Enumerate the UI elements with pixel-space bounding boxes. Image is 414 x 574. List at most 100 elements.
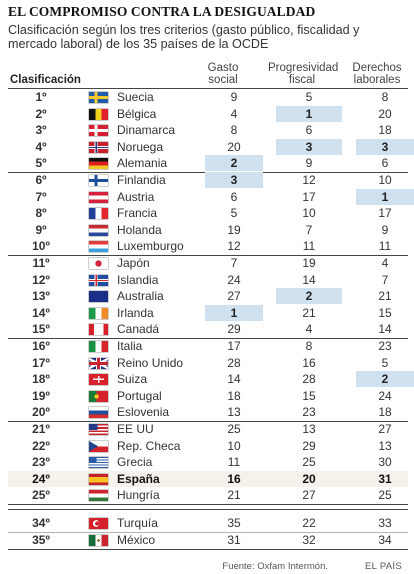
cell-laborales: 21 [378,289,392,304]
cell-laborales: 7 [381,272,389,287]
table-row: 6º Finlandia 3 12 10 [8,172,408,189]
country-name: Hungría [117,488,160,503]
table-row: 18º Suiza 14 28 2 [8,371,414,388]
cell-laborales: 24 [378,388,392,403]
italy-flag-icon [89,341,108,352]
cell-laborales: 2 [356,371,414,388]
table-row: 2º Bélgica 4 1 20 [8,105,408,123]
country-name: Francia [117,206,158,221]
rank-label: 16º [32,339,50,353]
country-name: Eslovenia [117,405,170,420]
rank-label: 4º [35,139,47,154]
column-header-laborales: Derechos laborales [352,62,402,86]
table-row: 19º Portugal 18 15 24 [8,388,408,405]
cell-fiscal: 32 [302,532,316,547]
cell-fiscal: 12 [302,173,316,187]
rank-label: 24º [32,471,50,486]
cell-laborales: 1 [356,188,414,205]
slovenia-flag-icon [89,407,108,419]
cell-fiscal: 23 [302,405,316,420]
rank-label: 2º [35,106,47,121]
country-name: Reino Unido [117,355,184,370]
country-name: Dinamarca [117,123,176,138]
table-bottom-rule [8,549,408,551]
denmark-flag-icon [89,125,108,137]
table-row: 15º Canadá 29 4 14 [8,321,408,338]
rank-label: 13º [32,289,50,304]
ireland-flag-icon [89,307,108,319]
cell-laborales: 11 [378,239,392,254]
rank-label: 10º [32,239,50,254]
cell-fiscal: 21 [302,305,316,320]
iceland-flag-icon [89,274,108,286]
rank-label: 17º [32,355,50,370]
table-row: 17º Reino Unido 28 16 5 [8,355,408,372]
cell-fiscal: 15 [302,388,316,403]
rank-label: 12º [32,272,50,287]
cell-fiscal: 11 [302,239,316,254]
cell-gasto: 7 [230,256,238,270]
row-separator [8,338,408,339]
cell-gasto: 5 [230,206,238,221]
cell-laborales: 23 [378,339,392,353]
country-name: Suiza [117,372,148,387]
cell-gasto: 8 [230,123,238,138]
canada-flag-icon [89,324,108,336]
table-row: 4º Noruega 20 3 3 [8,138,414,156]
cell-gasto: 1 [205,304,263,321]
country-name: Suecia [117,90,154,104]
column-header-clasificacion: Clasificación [10,74,81,86]
table-row: 34º Turquía 35 22 33 [8,515,408,532]
portugal-flag-icon [89,390,108,402]
rank-label: 9º [35,222,47,237]
country-name: Noruega [117,139,164,154]
cell-gasto: 35 [227,516,241,530]
luxembourg-flag-icon [89,241,108,253]
belgium-flag-icon [89,108,108,120]
cell-fiscal: 4 [305,322,313,337]
cell-fiscal: 13 [302,422,316,436]
rank-label: 3º [35,123,47,138]
cell-gasto: 19 [227,222,241,237]
table-row: 20º Eslovenia 13 23 18 [8,404,408,421]
cell-laborales: 30 [378,455,392,470]
table-row: 8º Francia 5 10 17 [8,205,408,222]
publisher-brand: EL PAÍS [365,561,402,572]
cell-laborales: 33 [378,516,392,530]
cell-gasto: 3 [205,172,263,188]
france-flag-icon [89,208,108,220]
country-name: Finlandia [117,173,166,187]
cell-fiscal: 9 [305,156,313,171]
row-separator [8,421,408,422]
rank-label: 21º [32,422,50,436]
rank-label: 8º [35,206,47,221]
cell-fiscal: 8 [305,339,313,353]
norway-flag-icon [89,141,108,153]
usa-flag-icon [89,424,108,435]
table-row: 16º Italia 17 8 23 [8,338,408,355]
cell-laborales: 25 [378,488,392,503]
switzerland-flag-icon [89,374,108,386]
mexico-flag-icon [89,534,108,546]
cell-fiscal: 29 [302,438,316,453]
gap-separator [8,509,408,510]
chart-subtitle: Clasificación según los tres criterios (… [8,23,360,51]
uk-flag-icon [89,357,108,369]
country-name: Alemania [117,156,168,171]
cell-laborales: 27 [378,422,392,436]
cell-gasto: 20 [227,139,241,154]
cell-gasto: 31 [227,532,241,547]
rank-label: 34º [32,516,50,530]
rank-label: 11º [32,256,50,270]
country-name: Australia [117,289,164,304]
cell-fiscal: 16 [302,355,316,370]
czech-flag-icon [89,440,108,452]
cell-fiscal: 17 [302,189,316,204]
cell-fiscal: 6 [305,123,313,138]
cell-gasto: 6 [230,189,238,204]
cell-gasto: 18 [227,388,241,403]
cell-fiscal: 7 [305,222,313,237]
cell-laborales: 8 [381,90,389,104]
cell-fiscal: 25 [302,455,316,470]
cell-laborales: 31 [378,471,392,486]
